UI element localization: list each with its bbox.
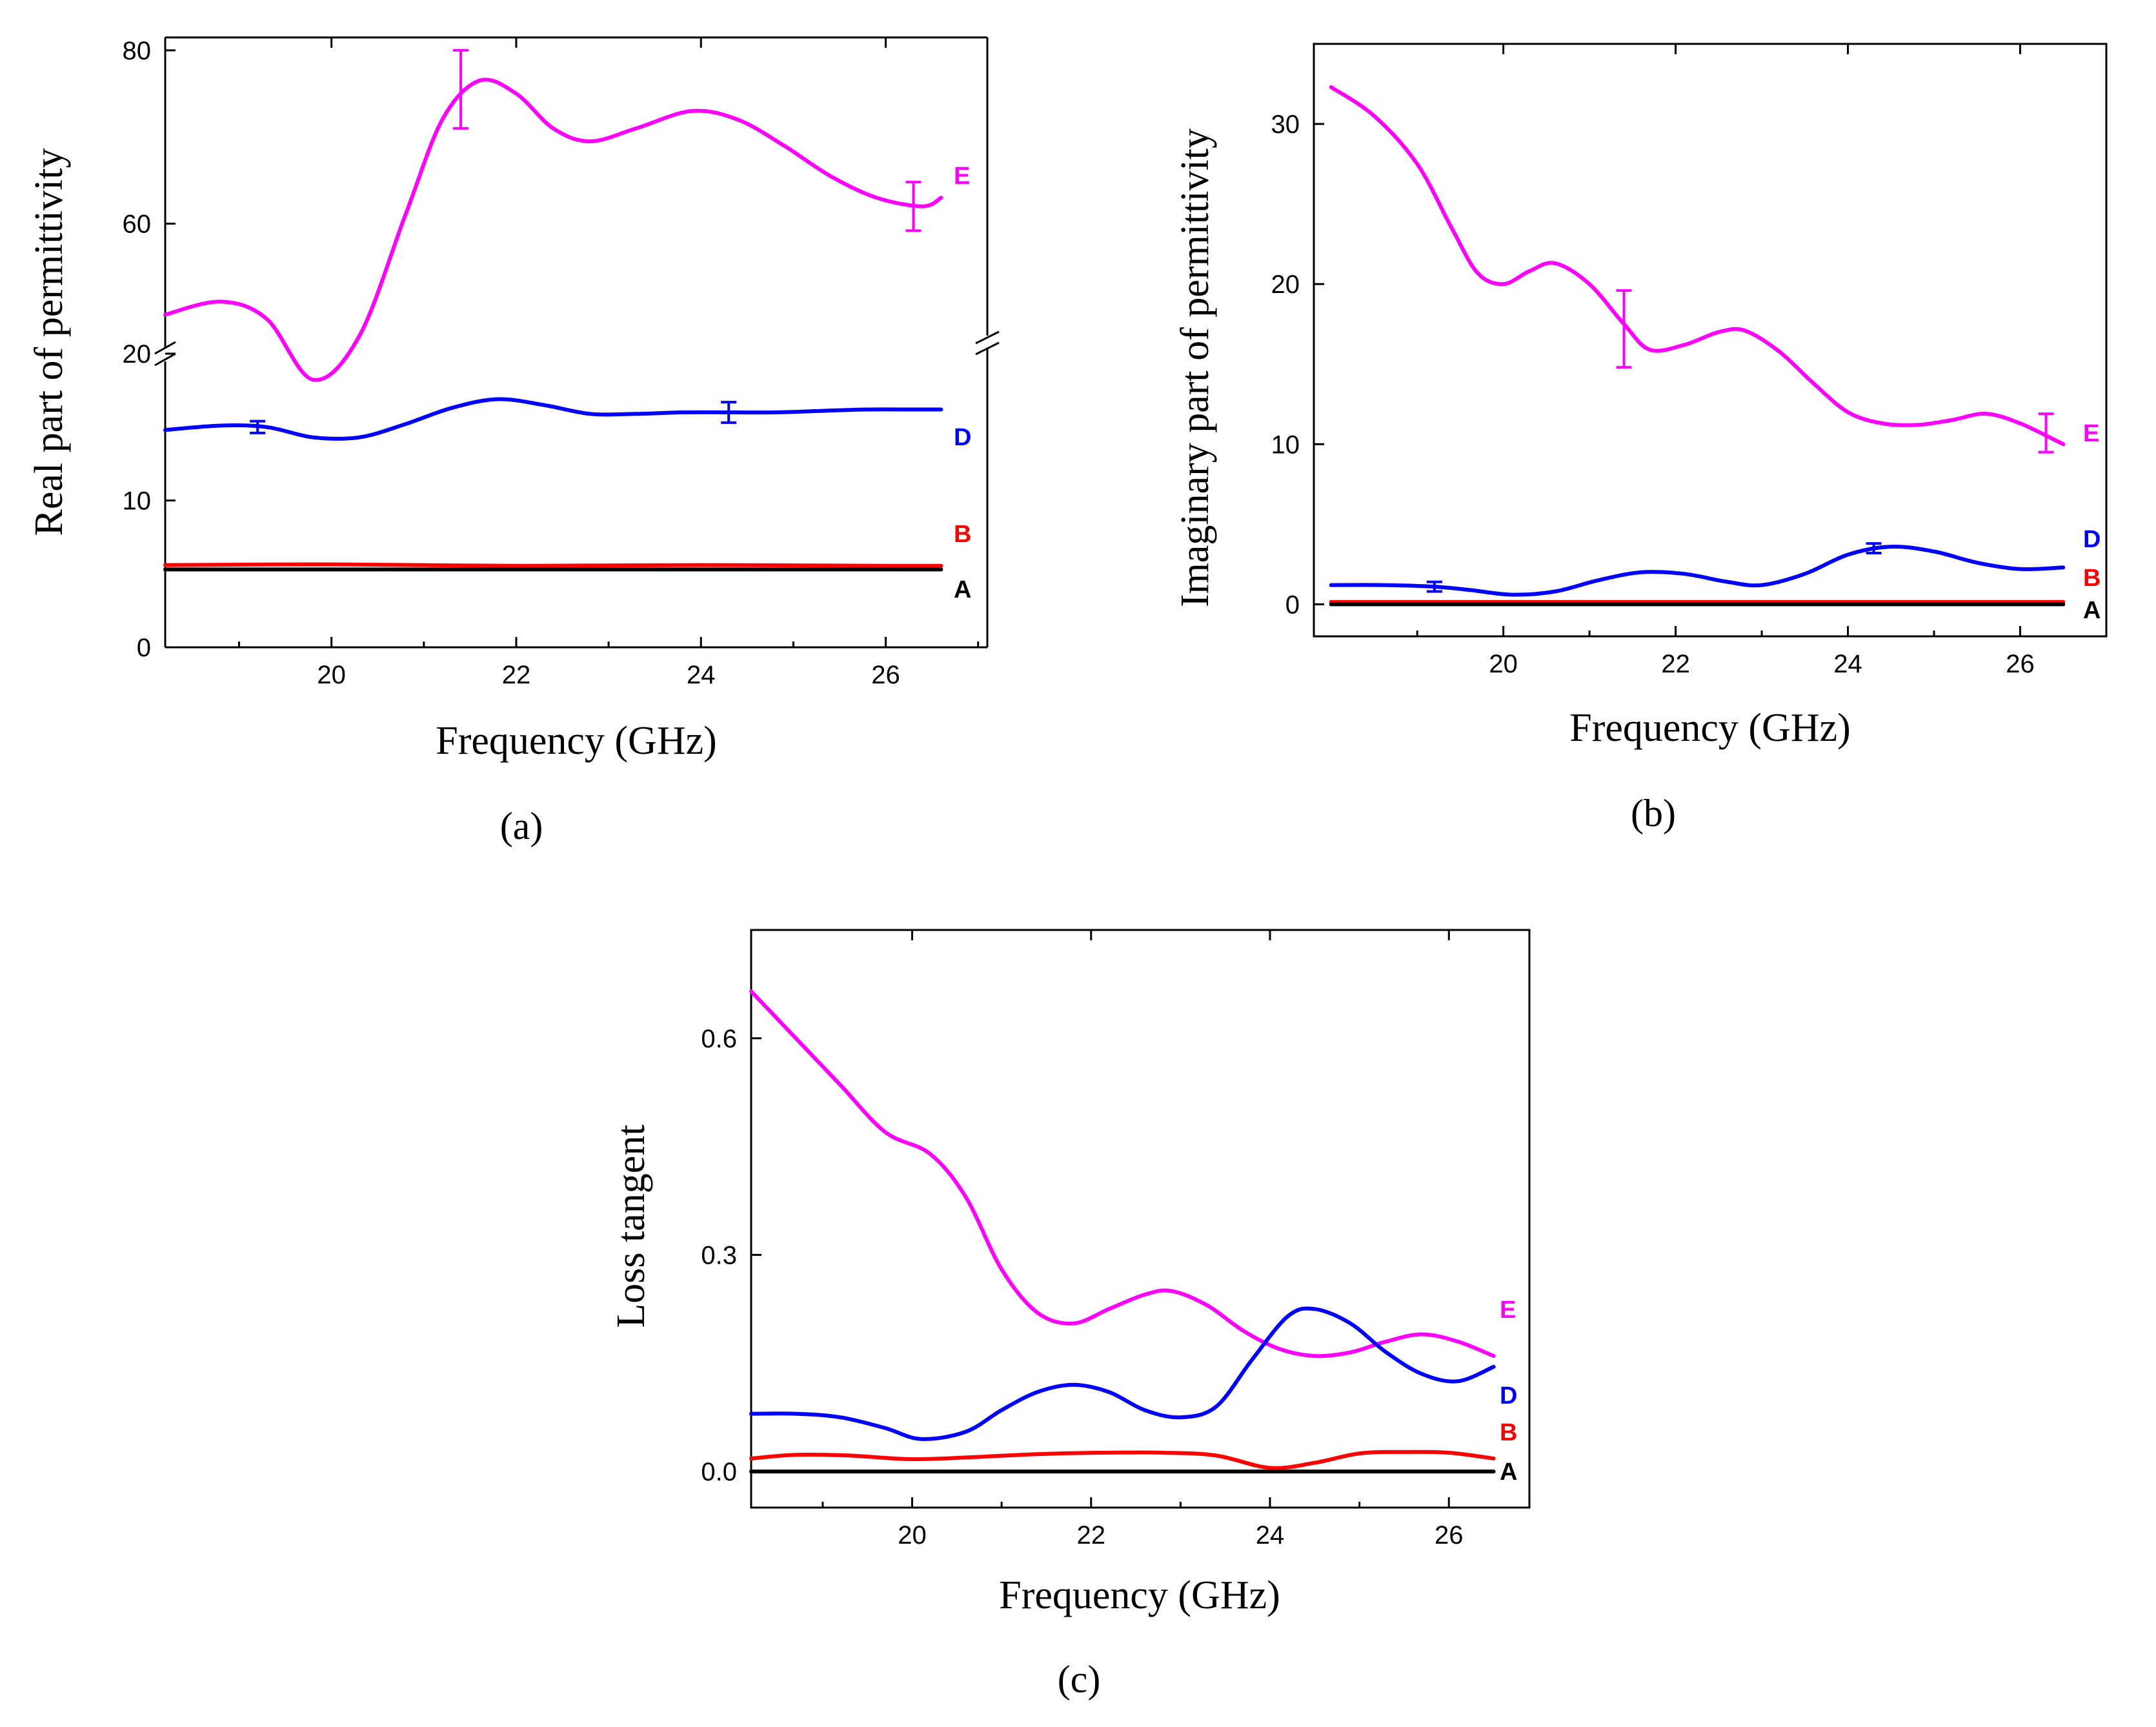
panel-c-series [749, 989, 1496, 1474]
x-tick-label: 20 [317, 661, 346, 689]
series-label-E: E [954, 163, 970, 190]
y-tick-label: 10 [123, 487, 152, 516]
series-label-E: E [1500, 1297, 1516, 1324]
y-tick-label: 0 [137, 634, 151, 662]
error-bar-E [453, 49, 469, 130]
series-line-D [163, 397, 943, 441]
x-tick-label: 24 [1833, 650, 1862, 678]
error-bar-D [721, 401, 737, 424]
series-label-A: A [1500, 1459, 1517, 1486]
panel-a-ticks: 20 22 24 26 0 10 20 60 80 [123, 37, 980, 689]
series-line-B [163, 562, 943, 568]
series-label-D: D [954, 424, 971, 451]
y-tick-label: 0 [1285, 591, 1300, 619]
panel-c-label: (c) [1058, 1658, 1101, 1701]
y-tick-label: 80 [123, 37, 152, 65]
panel-b-frame [1313, 43, 2108, 638]
x-tick-label: 20 [898, 1521, 927, 1550]
y-tick-label: 20 [1271, 270, 1300, 299]
panel-c-chart: 20 22 24 26 0.0 0.3 0.6 E DBA Frequency (GHz) L… [609, 929, 1531, 1701]
x-tick-label: 26 [871, 661, 900, 689]
series-label-B: B [2083, 565, 2101, 592]
error-bar-E [905, 181, 922, 232]
series-line-E [1329, 85, 2066, 447]
series-label-A: A [2083, 597, 2101, 624]
x-tick-label: 22 [1077, 1521, 1106, 1550]
panel-b-label: (b) [1631, 792, 1676, 834]
x-tick-label: 20 [1489, 650, 1518, 678]
x-tick-label: 26 [1435, 1521, 1464, 1550]
panel-a-x-axis-title: Frequency (GHz) [436, 719, 717, 763]
x-tick-label: 22 [502, 661, 531, 689]
panel-a-series-labels: E D B A [954, 163, 971, 603]
series-line-E [163, 77, 943, 382]
y-tick-label: 0.0 [701, 1458, 737, 1486]
x-tick-label: 24 [687, 661, 716, 689]
panel-c-frame [750, 929, 1531, 1509]
series-label-A: A [954, 576, 971, 603]
panel-b-chart: 20 22 24 26 0 10 20 30 DBA E Frequency (GHz) Ima… [1173, 43, 2108, 834]
series-line-E [749, 989, 1496, 1358]
panel-a-label: (a) [500, 805, 543, 847]
y-tick-label: 10 [1271, 430, 1300, 459]
y-tick-label: 0.3 [701, 1241, 737, 1269]
error-bar-D [1866, 542, 1882, 554]
panel-c-series-labels: E DBA [1500, 1297, 1517, 1486]
panel-a-axis-break-left [154, 341, 176, 367]
panel-a-series [163, 49, 943, 572]
error-bar-E [2038, 412, 2054, 454]
series-label-B: B [954, 521, 971, 548]
series-line-B [749, 1449, 1496, 1470]
x-tick-label: 24 [1256, 1521, 1285, 1550]
series-label-B: B [1500, 1419, 1517, 1446]
error-bar-E [1616, 289, 1632, 369]
panel-b-series-labels: DBA E [2083, 420, 2101, 624]
series-line-D [749, 1306, 1496, 1441]
series-label-D: D [2083, 526, 2101, 553]
panel-b-series [1329, 85, 2066, 607]
y-tick-label: 20 [123, 340, 152, 369]
x-tick-label: 26 [2006, 650, 2035, 678]
panel-b-y-axis-title: Imaginary part of permittivity [1173, 128, 1217, 607]
panel-c-y-axis-title: Loss tangent [609, 1124, 653, 1328]
y-tick-label: 30 [1271, 110, 1300, 139]
series-line-D [1329, 544, 2066, 597]
panel-a-axis-break-right [975, 330, 1000, 356]
series-label-E: E [2083, 420, 2099, 447]
series-label-D: D [1500, 1382, 1517, 1409]
panel-b-x-axis-title: Frequency (GHz) [1569, 706, 1851, 750]
panel-c-x-axis-title: Frequency (GHz) [999, 1573, 1280, 1617]
panel-a-y-axis-title: Real part of permittivity [27, 148, 71, 536]
error-bar-D [1426, 580, 1442, 593]
y-tick-label: 60 [123, 210, 152, 239]
panel-b-ticks: 20 22 24 26 0 10 20 30 [1271, 44, 2108, 678]
error-bar-D [250, 419, 266, 434]
panel-a-chart: 20 22 24 26 0 10 20 60 80 E D B A Frequency (GHz) R… [27, 36, 1000, 847]
y-tick-label: 0.6 [701, 1025, 737, 1053]
x-tick-label: 22 [1661, 650, 1690, 678]
